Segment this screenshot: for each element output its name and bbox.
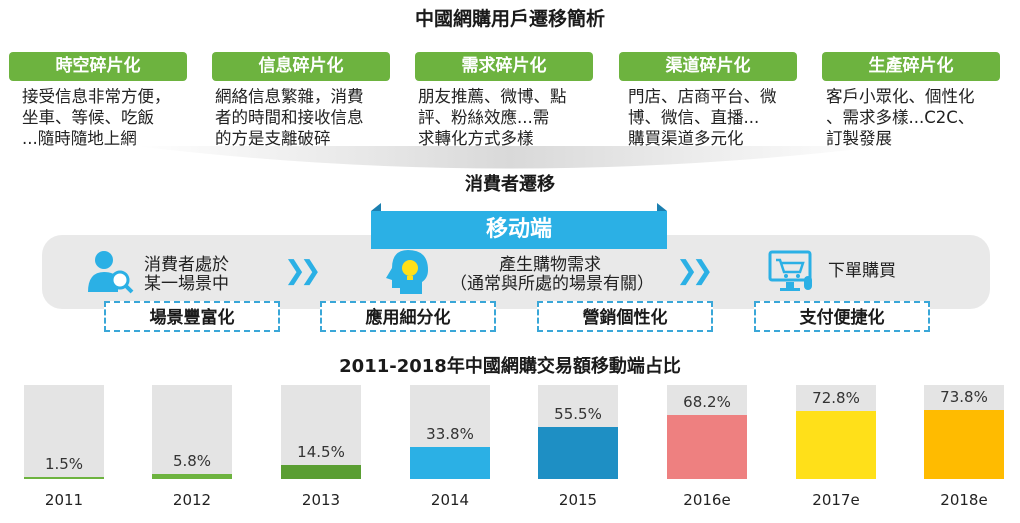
page-title: 中國網購用戶遷移簡析: [414, 8, 605, 30]
bar-value-label: 14.5%: [297, 443, 345, 461]
desc-demand: 朋友推薦、微博、點 評、粉絲效應...需 求轉化方式多樣: [418, 87, 567, 148]
bar-value-label: 55.5%: [554, 405, 602, 423]
mobile-banner: 移动端: [371, 211, 667, 249]
bar-value-label: 33.8%: [426, 425, 474, 443]
bar: [152, 474, 232, 479]
desc-information: 網絡信息繁雜，消費 者的時間和接收信息 的方是支離破碎: [215, 87, 364, 148]
desc-production: 客戶小眾化、個性化 、需求多樣...C2C、 訂製發展: [826, 87, 975, 148]
tag-information: 信息碎片化: [212, 52, 390, 81]
x-tick-label: 2016e: [683, 491, 731, 509]
bar: [796, 411, 876, 479]
bar: [924, 410, 1004, 479]
step-scene-text: 消費者處於 某一場景中: [144, 255, 229, 294]
x-tick-label: 2014: [430, 491, 470, 509]
x-tick-label: 2011: [44, 491, 84, 509]
bar: [281, 465, 361, 479]
bar-bg: [924, 385, 1004, 479]
step-demand-text: 產生購物需求 （通常與所處的場景有關）: [450, 255, 654, 294]
bar-value-label: 73.8%: [940, 388, 988, 406]
bar-bg: [281, 385, 361, 479]
x-tick-label: 2015: [558, 491, 598, 509]
bar: [667, 415, 747, 479]
x-tick-label: 2017e: [812, 491, 860, 509]
step-purchase-text: 下單購買: [828, 261, 896, 281]
bar-bg: [796, 385, 876, 479]
feature-app-segment: 應用細分化: [320, 301, 496, 332]
bar: [538, 427, 618, 479]
x-tick-label: 2013: [301, 491, 341, 509]
banner-fold-left: [371, 203, 381, 211]
head-idea-icon: [386, 250, 428, 294]
x-tick-label: 2012: [172, 491, 212, 509]
consumer-migration-label: 消費者遷移: [465, 174, 555, 195]
person-search-icon: [88, 251, 134, 294]
bar: [24, 477, 104, 479]
bar-bg: [24, 385, 104, 479]
funnel-arc: [135, 146, 885, 169]
banner-fold-right: [657, 203, 667, 211]
bar-bg: [667, 385, 747, 479]
bar-value-label: 72.8%: [812, 389, 860, 407]
x-tick-label: 2018e: [940, 491, 988, 509]
feature-scene-rich: 場景豐富化: [104, 301, 280, 332]
double-chevron-right-icon: ❯❯: [284, 256, 321, 286]
chart-title: 2011-2018年中國網購交易額移動端占比: [339, 356, 681, 377]
bar-bg: [538, 385, 618, 479]
shopping-cart-screen-icon: [768, 250, 812, 291]
feature-marketing-personal: 營銷個性化: [537, 301, 713, 332]
tag-time-space: 時空碎片化: [9, 52, 187, 81]
bar-value-label: 5.8%: [172, 452, 212, 470]
double-chevron-right-icon: ❯❯: [676, 256, 713, 286]
bar-bg: [410, 385, 490, 479]
bar-value-label: 68.2%: [683, 393, 731, 411]
desc-time-space: 接受信息非常方便， 坐車、等候、吃飯 ...隨時隨地上網: [22, 87, 171, 148]
tag-demand: 需求碎片化: [415, 52, 593, 81]
feature-payment-convenient: 支付便捷化: [754, 301, 930, 332]
tag-production: 生產碎片化: [822, 52, 1000, 81]
bar-bg: [152, 385, 232, 479]
desc-channel: 門店、店商平台、微 博、微信、直播... 購買渠道多元化: [628, 87, 777, 148]
bar: [410, 447, 490, 479]
bar-value-label: 1.5%: [44, 455, 84, 473]
tag-channel: 渠道碎片化: [619, 52, 797, 81]
